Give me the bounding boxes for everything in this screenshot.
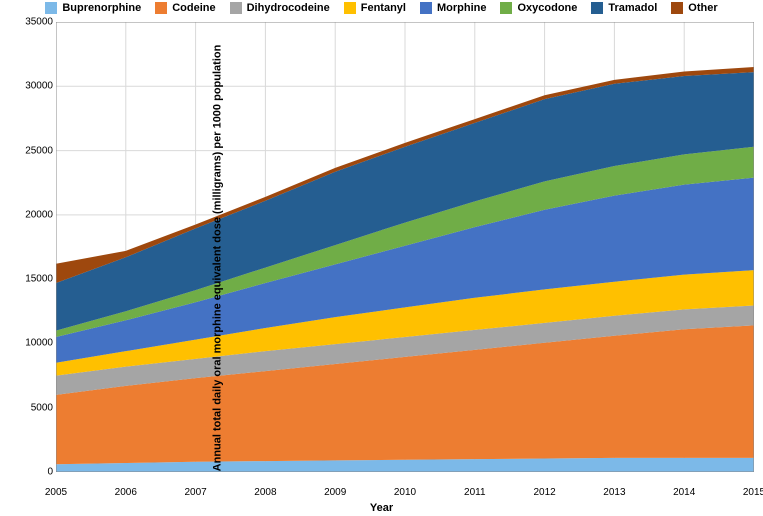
x-tick-label: 2006 [115, 487, 137, 498]
x-tick-label: 2008 [254, 487, 276, 498]
legend-label: Buprenorphine [62, 2, 141, 14]
legend-item-other: Other [671, 2, 717, 14]
x-tick-label: 2011 [464, 487, 486, 498]
legend-swatch [230, 2, 242, 14]
x-tick-label: 2009 [324, 487, 346, 498]
x-tick-label: 2014 [673, 487, 695, 498]
legend-label: Dihydrocodeine [247, 2, 330, 14]
legend-item-codeine: Codeine [155, 2, 215, 14]
legend-label: Fentanyl [361, 2, 406, 14]
y-tick-label: 25000 [25, 145, 53, 156]
y-tick-label: 10000 [25, 338, 53, 349]
x-tick-label: 2007 [184, 487, 206, 498]
y-tick-label: 35000 [25, 17, 53, 28]
legend-swatch [420, 2, 432, 14]
y-tick-label: 30000 [25, 81, 53, 92]
legend-swatch [155, 2, 167, 14]
legend-item-buprenorphine: Buprenorphine [45, 2, 141, 14]
legend-label: Codeine [172, 2, 215, 14]
x-tick-label: 2010 [394, 487, 416, 498]
y-axis-label: Annual total daily oral morphine equival… [211, 45, 223, 472]
x-axis-label: Year [370, 502, 393, 514]
legend-swatch [671, 2, 683, 14]
plot-area [56, 22, 754, 472]
legend-item-dihydrocodeine: Dihydrocodeine [230, 2, 330, 14]
legend-swatch [344, 2, 356, 14]
y-tick-label: 0 [47, 467, 53, 478]
x-tick-label: 2012 [533, 487, 555, 498]
legend-swatch [45, 2, 57, 14]
legend-swatch [500, 2, 512, 14]
legend-item-tramadol: Tramadol [591, 2, 657, 14]
y-tick-label: 5000 [31, 402, 53, 413]
x-tick-label: 2015 [743, 487, 763, 498]
legend-swatch [591, 2, 603, 14]
y-tick-label: 20000 [25, 209, 53, 220]
legend-item-morphine: Morphine [420, 2, 487, 14]
legend-label: Other [688, 2, 717, 14]
x-tick-label: 2013 [603, 487, 625, 498]
legend-label: Tramadol [608, 2, 657, 14]
legend-label: Oxycodone [517, 2, 577, 14]
legend: Buprenorphine Codeine Dihydrocodeine Fentan… [0, 2, 763, 14]
legend-label: Morphine [437, 2, 487, 14]
legend-item-fentanyl: Fentanyl [344, 2, 406, 14]
chart-container: Buprenorphine Codeine Dihydrocodeine Fentan… [0, 0, 763, 516]
x-tick-label: 2005 [45, 487, 67, 498]
chart-svg [56, 22, 754, 472]
y-tick-label: 15000 [25, 274, 53, 285]
legend-item-oxycodone: Oxycodone [500, 2, 577, 14]
